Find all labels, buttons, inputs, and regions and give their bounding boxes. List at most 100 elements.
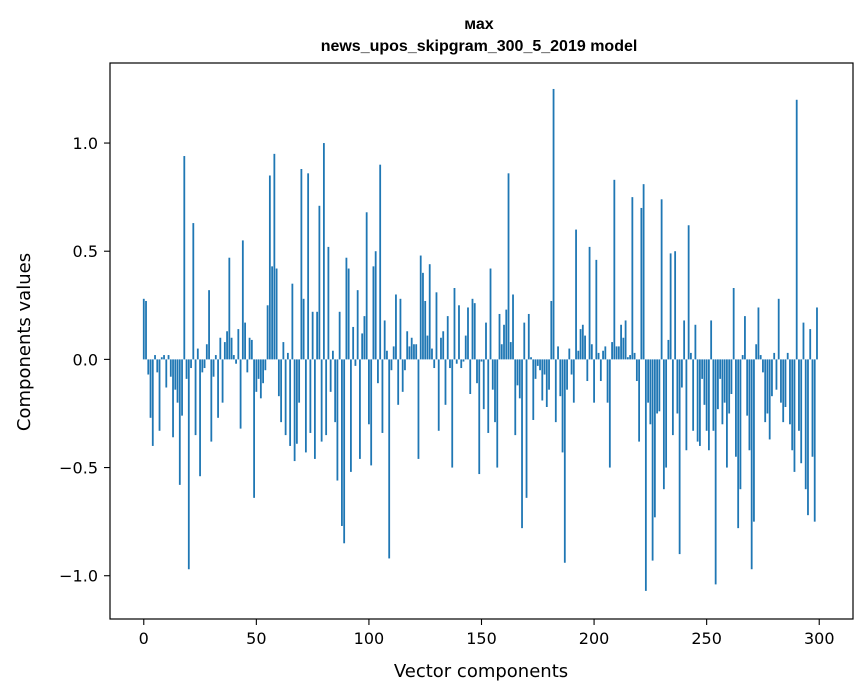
bar [615,346,618,360]
bar [293,359,296,462]
bar [370,359,373,466]
bar [167,355,170,360]
bar [793,359,796,472]
bar [699,359,701,446]
bar [798,359,800,431]
bar [784,359,787,407]
bar [262,359,264,384]
bar [397,359,400,405]
bar [160,357,163,360]
bar [365,212,368,360]
bar [638,359,641,442]
bar [467,307,469,360]
bar [543,359,546,375]
bar [656,359,659,414]
bar [446,316,449,360]
bar [147,359,150,375]
bar [422,272,424,360]
bar [541,359,544,401]
bar [386,350,388,360]
bar [494,359,496,423]
bar [809,329,812,360]
bar [703,359,706,405]
bar [728,359,731,414]
bar [563,359,566,563]
bar [282,342,285,360]
bar [570,359,573,375]
bar [354,359,357,366]
bar [451,359,454,468]
bar [692,359,695,431]
bar [622,337,625,360]
bar [487,359,490,433]
bar [372,266,375,360]
bar [415,344,418,360]
bar [516,359,519,386]
x-tick-label: 0 [139,629,149,648]
bar [530,357,532,360]
bar [156,359,159,373]
bar [395,294,397,360]
bar [174,359,177,390]
bar [536,359,539,366]
bar [165,359,168,388]
bar [363,316,366,360]
bar [717,359,719,410]
bar [347,268,350,360]
bar [685,359,688,451]
bar [584,335,586,360]
bar [273,153,276,360]
bar [469,359,472,394]
bar [552,88,555,360]
bar [608,359,611,468]
bar [789,359,791,425]
bar [444,359,447,405]
bar [329,359,332,392]
bar [735,359,737,457]
bar [480,359,483,362]
bar [602,350,604,360]
bar [235,359,237,364]
bar [154,355,156,360]
bar [593,359,595,403]
bar [739,359,742,490]
bar [350,359,352,472]
x-tick-label: 250 [691,629,722,648]
bar [545,359,548,407]
bar [248,337,251,360]
bar [379,164,382,360]
bar [253,359,255,498]
bar [313,359,316,459]
bar [226,331,228,360]
bar [726,359,728,468]
bar [266,305,269,360]
bar [428,264,431,360]
bar [336,359,339,481]
bar [730,359,733,394]
bar [259,359,262,399]
bar [275,268,278,360]
bar [660,199,663,360]
bar [199,359,201,477]
bar [701,359,704,379]
bar [219,337,222,360]
bar [300,169,303,360]
bar [676,359,679,414]
bar [741,355,744,360]
y-tick-label: 1.0 [73,134,98,153]
bar [311,311,314,360]
bar [759,355,762,360]
bar [223,342,226,360]
bar [374,251,377,360]
bar [712,359,715,431]
bar [780,359,782,403]
bar [509,342,512,360]
x-axis: 0 50 100 150 200 250 300 [139,619,835,648]
bar [633,352,636,360]
bar [230,337,233,360]
bar [187,359,190,570]
bar [277,359,280,397]
bar [228,257,231,360]
bar [295,359,298,444]
bar [775,359,778,390]
